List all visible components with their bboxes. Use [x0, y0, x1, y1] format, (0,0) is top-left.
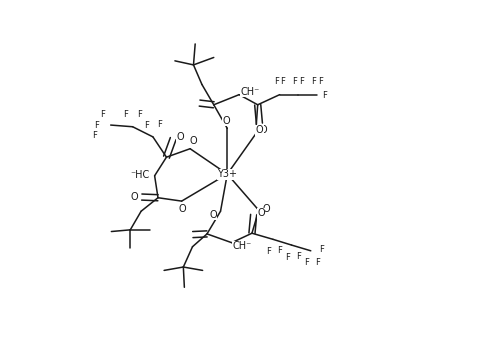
- Text: F: F: [123, 111, 128, 119]
- Text: F: F: [157, 120, 162, 129]
- Text: O: O: [178, 203, 186, 214]
- Text: CH⁻: CH⁻: [232, 241, 252, 251]
- Text: O: O: [130, 192, 138, 202]
- Text: O: O: [177, 131, 184, 142]
- Text: F: F: [319, 245, 324, 254]
- Text: F: F: [315, 258, 319, 267]
- Text: F: F: [92, 131, 97, 140]
- Text: O: O: [262, 203, 270, 214]
- Text: F: F: [295, 252, 300, 261]
- Text: ⁻HC: ⁻HC: [131, 170, 150, 180]
- Text: O: O: [257, 208, 264, 218]
- Text: CH⁻: CH⁻: [240, 87, 259, 97]
- Text: F: F: [285, 253, 289, 262]
- Text: O: O: [189, 136, 197, 146]
- Text: F: F: [277, 246, 282, 255]
- Text: F: F: [317, 77, 322, 86]
- Text: F: F: [266, 247, 271, 256]
- Text: O: O: [209, 210, 216, 220]
- Text: F: F: [299, 77, 303, 86]
- Text: F: F: [310, 77, 315, 86]
- Text: F: F: [280, 77, 285, 86]
- Text: F: F: [143, 121, 148, 129]
- Text: O: O: [222, 116, 230, 126]
- Text: O: O: [255, 125, 263, 135]
- Text: F: F: [100, 111, 105, 119]
- Text: F: F: [136, 110, 141, 119]
- Text: F: F: [94, 121, 99, 130]
- Text: F: F: [303, 259, 308, 267]
- Text: O: O: [259, 125, 267, 135]
- Text: F: F: [292, 77, 297, 86]
- Text: Y3+: Y3+: [217, 169, 237, 179]
- Text: F: F: [273, 77, 278, 86]
- Text: F: F: [321, 91, 326, 100]
